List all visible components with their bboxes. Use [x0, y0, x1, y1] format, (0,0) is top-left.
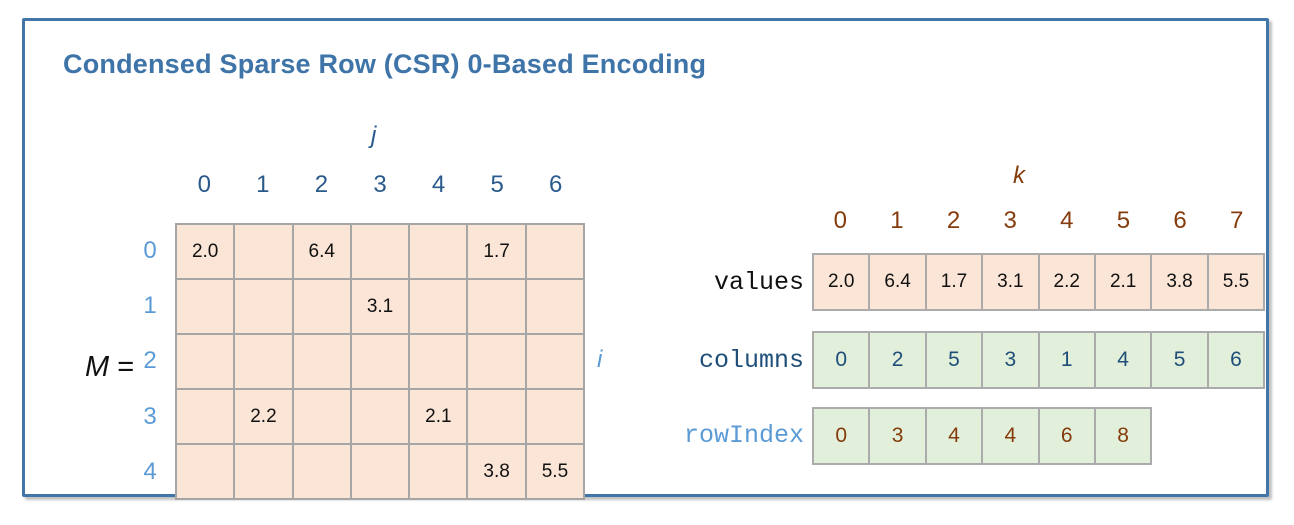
columns-cell: 5: [926, 333, 982, 387]
matrix-cell: [235, 445, 292, 498]
columns-cell: 6: [1208, 333, 1264, 387]
row-header: 0: [143, 236, 157, 264]
matrix-cell: [351, 390, 409, 443]
matrix-cell: [526, 335, 584, 388]
matrix-cell: [235, 335, 292, 388]
matrix-cell: 2.1: [410, 390, 467, 443]
matrix-cell: [177, 280, 234, 333]
matrix-cell: [410, 280, 467, 333]
columns-array-label: columns: [698, 346, 804, 375]
matrix-cell: [177, 335, 234, 388]
values-cell: 1.7: [926, 255, 982, 309]
row-header: 1: [143, 292, 157, 320]
matrix-cell: [177, 445, 234, 498]
page-title: Condensed Sparse Row (CSR) 0-Based Encod…: [63, 49, 707, 79]
k-index: 2: [946, 207, 961, 234]
matrix-cell: 3.1: [351, 280, 409, 333]
matrix-name: M: [85, 351, 110, 383]
diagram-panel: Condensed Sparse Row (CSR) 0-Based Encod…: [22, 18, 1269, 500]
columns-cell: 1: [1039, 333, 1094, 387]
matrix-cell: [293, 445, 350, 498]
k-index: 0: [833, 207, 847, 234]
col-header: 3: [373, 171, 387, 198]
row-header: 2: [143, 347, 157, 375]
values-cell: 6.4: [870, 255, 925, 309]
matrix-cell: [351, 225, 409, 278]
matrix-cell: [293, 280, 350, 333]
values-cell: 2.1: [1095, 255, 1151, 309]
values-array: 2.0 6.4 1.7 3.1 2.2 2.1 3.8 5.5: [812, 253, 1266, 311]
matrix-row-headers: 0 1 2 3 4: [133, 223, 167, 500]
matrix-cell: [235, 280, 292, 333]
col-header: 6: [549, 171, 563, 198]
rowindex-array-label: rowIndex: [683, 421, 804, 450]
rowindex-cell: 6: [1039, 409, 1094, 463]
rowindex-cell: 4: [926, 409, 982, 463]
matrix-cell: 2.2: [235, 390, 292, 443]
matrix-column-headers: 0 1 2 3 4 5 6: [175, 171, 585, 199]
columns-cell: 0: [814, 333, 869, 387]
matrix-cell: 5.5: [526, 445, 584, 498]
values-cell: 3.8: [1152, 255, 1207, 309]
csr-index-axis-label: k: [1013, 162, 1025, 189]
columns-array: 0 2 5 3 1 4 5 6: [812, 331, 1266, 389]
columns-cell: 3: [983, 333, 1038, 387]
values-array-label: values: [713, 268, 804, 297]
k-index: 7: [1230, 207, 1244, 234]
k-index: 1: [890, 207, 904, 234]
rowindex-cell: 3: [870, 409, 925, 463]
rowindex-cell: 8: [1095, 409, 1151, 463]
values-cell: 5.5: [1208, 255, 1264, 309]
row-header: 4: [143, 458, 157, 486]
rowindex-array: 0 3 4 4 6 8: [812, 407, 1153, 465]
sparse-matrix-grid: 2.0 6.4 1.7 3.1 2.2 2.1: [175, 223, 586, 500]
k-index: 4: [1060, 207, 1074, 234]
columns-cell: 4: [1095, 333, 1151, 387]
matrix-row-axis-label: i: [597, 346, 603, 373]
values-cell: 3.1: [983, 255, 1038, 309]
rowindex-cell: 4: [983, 409, 1038, 463]
matrix-cell: [177, 390, 234, 443]
col-header: 4: [431, 171, 446, 198]
k-index: 3: [1003, 207, 1017, 234]
matrix-cell: [526, 280, 584, 333]
matrix-cell: [410, 445, 467, 498]
matrix-cell: [526, 225, 584, 278]
matrix-cell: [351, 445, 409, 498]
matrix-cell: 3.8: [468, 445, 525, 498]
matrix-col-axis-label: j: [371, 122, 377, 149]
matrix-cell: [235, 225, 292, 278]
rowindex-cell: 0: [814, 409, 869, 463]
matrix-cell: 2.0: [177, 225, 234, 278]
matrix-cell: [468, 280, 525, 333]
matrix-cell: [526, 390, 584, 443]
equals-sign: =: [117, 351, 135, 383]
col-header: 0: [197, 171, 211, 198]
values-cell: 2.2: [1039, 255, 1094, 309]
matrix-cell: 1.7: [468, 225, 525, 278]
values-cell: 2.0: [814, 255, 869, 309]
row-header: 3: [143, 402, 157, 430]
k-index: 6: [1173, 207, 1187, 234]
matrix-cell: [410, 335, 467, 388]
matrix-cell: [410, 225, 467, 278]
columns-cell: 2: [870, 333, 925, 387]
matrix-name-label: M =: [85, 351, 134, 384]
col-header: 2: [314, 171, 329, 198]
matrix-cell: [468, 335, 525, 388]
matrix-cell: [293, 335, 350, 388]
col-header: 5: [490, 171, 504, 198]
matrix-cell: 6.4: [293, 225, 350, 278]
k-index: 5: [1116, 207, 1131, 234]
col-header: 1: [256, 171, 270, 198]
columns-cell: 5: [1152, 333, 1207, 387]
matrix-cell: [293, 390, 350, 443]
csr-index-headers: 0 1 2 3 4 5 6 7: [812, 207, 1265, 235]
matrix-cell: [351, 335, 409, 388]
matrix-cell: [468, 390, 525, 443]
